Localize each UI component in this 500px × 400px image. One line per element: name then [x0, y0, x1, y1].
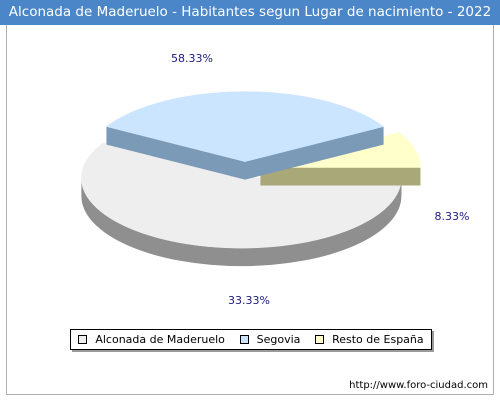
legend-swatch	[78, 335, 88, 344]
pie-slice-wall	[260, 167, 421, 186]
chart-title: Alconada de Maderuelo - Habitantes segun…	[8, 4, 492, 20]
source-url: http://www.foro-ciudad.com	[349, 380, 488, 391]
data-label: 8.33%	[435, 210, 470, 223]
legend-label: Segovia	[256, 333, 301, 346]
data-label: 58.33%	[171, 52, 213, 65]
legend: Alconada de Maderuelo Segovia Resto de E…	[70, 329, 432, 350]
legend-label: Alconada de Maderuelo	[95, 333, 225, 346]
legend-item-resto-espana: Resto de España	[315, 333, 424, 346]
legend-item-alconada: Alconada de Maderuelo	[78, 333, 225, 346]
data-label: 33.33%	[228, 294, 270, 307]
pie-slice	[105, 91, 385, 162]
pie-slice	[81, 142, 402, 249]
legend-swatch	[239, 335, 249, 344]
legend-swatch	[315, 335, 325, 344]
pie-slice-side	[81, 178, 402, 267]
title-bar: Alconada de Maderuelo - Habitantes segun…	[0, 0, 500, 25]
legend-label: Resto de España	[332, 333, 424, 346]
legend-item-segovia: Segovia	[239, 333, 301, 346]
pie-slice-wall	[106, 126, 245, 180]
pie-slice-wall	[245, 126, 384, 180]
